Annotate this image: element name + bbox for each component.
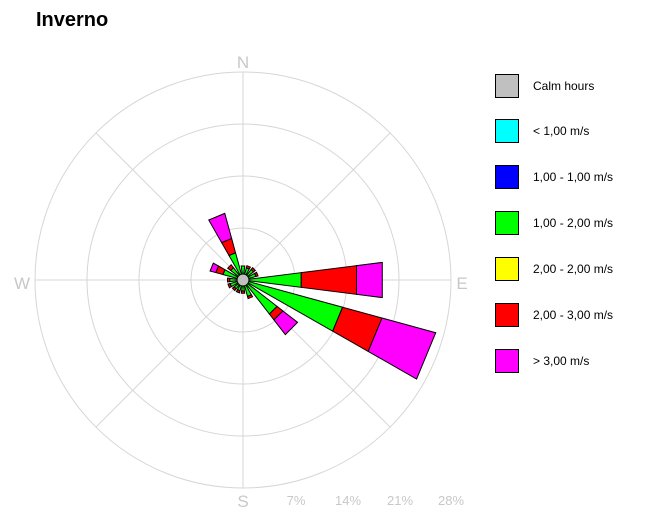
legend-item: Calm hours	[495, 74, 655, 100]
legend-item: 2,00 - 3,00 m/s	[495, 303, 655, 329]
petal-segment-wnw	[209, 262, 220, 274]
legend-swatch	[495, 211, 519, 235]
legend-item: < 1,00 m/s	[495, 119, 655, 145]
legend-label: 2,00 - 3,00 m/s	[533, 308, 614, 322]
petal-segment-sse	[246, 294, 254, 300]
cardinal-label-n: N	[237, 53, 249, 72]
radial-tick-label: 14%	[335, 493, 361, 508]
calm-circle	[236, 273, 250, 287]
legend-swatch	[495, 119, 519, 143]
petal-segment-sw	[231, 286, 237, 292]
legend-item: 1,00 - 2,00 m/s	[495, 211, 655, 237]
cardinal-label-w: W	[14, 274, 30, 293]
legend-item: 1,00 - 1,00 m/s	[495, 165, 655, 191]
petal-segment-wsw	[227, 282, 233, 289]
legend-label: 1,00 - 1,00 m/s	[533, 170, 614, 184]
axis-labels: N E S W 7% 14% 21% 28%	[14, 53, 468, 511]
petal-segment-nw	[226, 263, 235, 272]
petal-segment-ese	[367, 317, 437, 380]
legend-swatch	[495, 349, 519, 373]
chart-title: Inverno	[36, 9, 109, 31]
legend-swatch	[495, 165, 519, 189]
cardinal-label-e: E	[456, 274, 467, 293]
petal-segment-nnw	[208, 212, 233, 244]
radial-tick-label: 7%	[287, 493, 306, 508]
petal-segment-e	[355, 261, 383, 299]
petal-segment-s	[240, 290, 246, 294]
radial-tick-label: 28%	[438, 493, 464, 508]
cardinal-label-s: S	[237, 492, 248, 511]
petal-segment-w	[227, 277, 231, 283]
radial-tick-label: 21%	[387, 493, 413, 508]
legend-item: 2,00 - 2,00 m/s	[495, 257, 655, 283]
grid-spoke	[242, 132, 391, 281]
petal-segment-ene	[253, 271, 259, 278]
grid-spoke	[95, 279, 244, 428]
petal-segment-nne	[245, 264, 252, 270]
legend-label: > 3,00 m/s	[533, 354, 590, 368]
legend-swatch	[495, 303, 519, 327]
legend-label: 1,00 - 2,00 m/s	[533, 216, 614, 230]
petal-segment-ne	[250, 266, 257, 273]
petals-layer	[208, 212, 437, 380]
grid-spoke	[95, 132, 244, 281]
legend-label: Calm hours	[533, 79, 595, 93]
petal-segment-e	[300, 265, 357, 295]
legend-label: < 1,00 m/s	[533, 124, 590, 138]
petal-segment-se	[273, 310, 299, 336]
legend-swatch	[495, 74, 519, 98]
petal-segment-ssw	[235, 289, 241, 294]
legend-label: 2,00 - 2,00 m/s	[533, 262, 614, 276]
legend-item: > 3,00 m/s	[495, 349, 655, 375]
legend-swatch	[495, 257, 519, 281]
